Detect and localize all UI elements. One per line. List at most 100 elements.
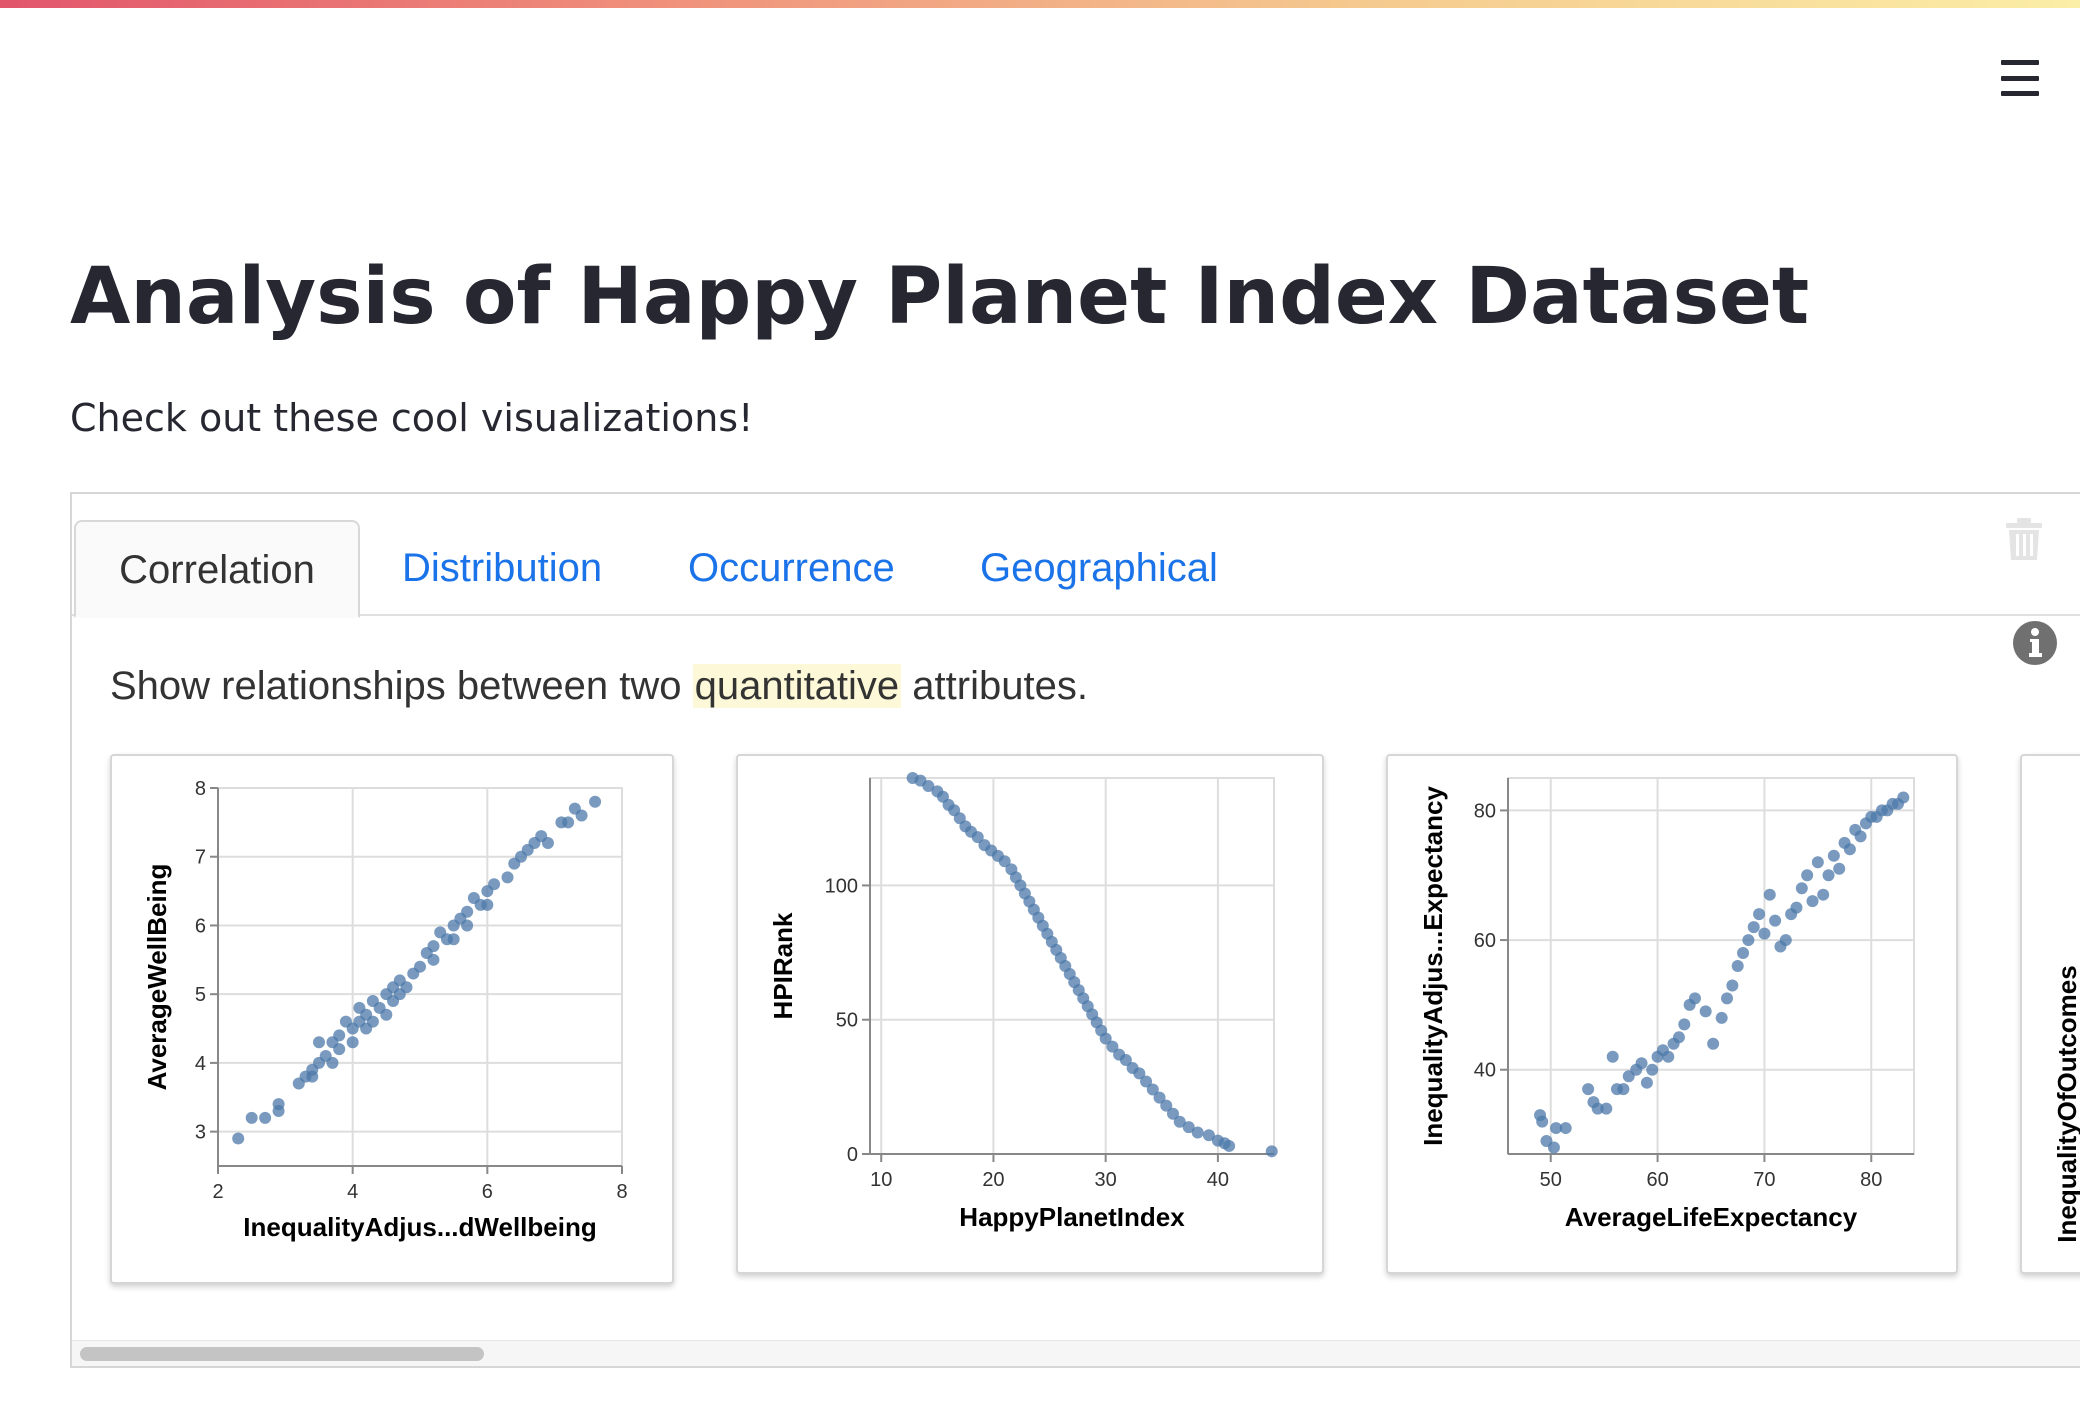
scatter-point[interactable] xyxy=(1662,1050,1675,1063)
scatter-point[interactable] xyxy=(1635,1057,1648,1070)
scatter-point[interactable] xyxy=(333,1043,346,1056)
scatter-point[interactable] xyxy=(1833,862,1846,875)
scatter-point[interactable] xyxy=(488,878,501,891)
scatter-point[interactable] xyxy=(461,905,474,918)
scatter-point[interactable] xyxy=(1617,1083,1630,1096)
scatter-point[interactable] xyxy=(366,1015,379,1028)
scatter-point[interactable] xyxy=(1795,882,1808,895)
scatter-point[interactable] xyxy=(447,933,460,946)
scatter-point[interactable] xyxy=(1801,869,1814,882)
scatter-point[interactable] xyxy=(1699,1005,1712,1018)
scatter-point[interactable] xyxy=(1182,1121,1195,1134)
scatter-point[interactable] xyxy=(427,940,440,953)
scatter-point[interactable] xyxy=(541,836,554,849)
scatter-point[interactable] xyxy=(1737,947,1750,960)
scatter-point[interactable] xyxy=(1747,921,1760,934)
scatter-point[interactable] xyxy=(1536,1115,1549,1128)
tab-occurrence[interactable]: Occurrence xyxy=(688,546,895,590)
scatter-point[interactable] xyxy=(232,1132,245,1145)
y-tick-label: 3 xyxy=(195,1122,206,1144)
scatter-point[interactable] xyxy=(414,960,426,973)
scatter-point[interactable] xyxy=(259,1111,272,1124)
scatter-point[interactable] xyxy=(1827,849,1840,862)
scatter-point[interactable] xyxy=(1790,901,1803,914)
scatter-point[interactable] xyxy=(1167,1107,1179,1120)
scatter-point[interactable] xyxy=(313,1036,325,1049)
tab-distribution[interactable]: Distribution xyxy=(402,546,603,590)
scatter-point[interactable] xyxy=(1707,1037,1720,1050)
scatter-point[interactable] xyxy=(1191,1126,1204,1139)
scatter-point[interactable] xyxy=(1715,1011,1728,1024)
scatter-point[interactable] xyxy=(481,898,494,911)
scatter-point[interactable] xyxy=(1547,1141,1560,1154)
scatter-point[interactable] xyxy=(1672,1031,1685,1044)
scatter-point[interactable] xyxy=(1146,1083,1159,1096)
scatter-point[interactable] xyxy=(1779,934,1792,947)
scatter-point[interactable] xyxy=(1173,1115,1186,1128)
scatter-point[interactable] xyxy=(1099,1032,1112,1045)
scatter-point[interactable] xyxy=(1119,1054,1132,1066)
scatter-point[interactable] xyxy=(998,855,1011,868)
scatter-point[interactable] xyxy=(1591,1102,1604,1115)
scatter-point[interactable] xyxy=(1600,1102,1613,1115)
scatter-point[interactable] xyxy=(380,1008,393,1021)
scatter-point[interactable] xyxy=(1758,927,1771,940)
hamburger-menu-icon[interactable] xyxy=(1990,56,2050,100)
scatter-point[interactable] xyxy=(1721,992,1734,1005)
scatter-point[interactable] xyxy=(562,816,575,829)
scatter-chart-life-expectancy[interactable]: 50 60 70 80406080AverageLifeExpectancyInequ… xyxy=(1388,756,1956,1272)
scatter-point[interactable] xyxy=(461,919,474,932)
scatter-point[interactable] xyxy=(1223,1139,1236,1152)
scatter-point[interactable] xyxy=(1688,992,1701,1005)
scatter-point[interactable] xyxy=(1763,888,1776,901)
info-icon[interactable] xyxy=(2012,620,2058,666)
scatter-point[interactable] xyxy=(1742,934,1755,947)
tab-geographical[interactable]: Geographical xyxy=(980,546,1218,590)
scatter-point[interactable] xyxy=(1106,1040,1119,1053)
scatter-point[interactable] xyxy=(575,809,588,822)
scatter-point[interactable] xyxy=(1140,1075,1153,1088)
scatter-point[interactable] xyxy=(245,1111,258,1124)
x-tick-label: 70 xyxy=(1753,1169,1775,1191)
scatter-point[interactable] xyxy=(326,1056,339,1069)
scatter-point[interactable] xyxy=(1854,830,1867,843)
scatter-point[interactable] xyxy=(1550,1122,1563,1135)
scatter-point[interactable] xyxy=(306,1070,319,1083)
scatter-point[interactable] xyxy=(333,1029,346,1042)
scatter-point[interactable] xyxy=(427,953,440,966)
scatter-point[interactable] xyxy=(1582,1083,1595,1096)
scatter-point[interactable] xyxy=(400,981,413,994)
scatter-point[interactable] xyxy=(1646,1063,1659,1076)
scatter-point[interactable] xyxy=(1897,791,1910,804)
scatter-point[interactable] xyxy=(1843,843,1856,856)
scatter-point[interactable] xyxy=(1559,1122,1572,1135)
scatter-point[interactable] xyxy=(1153,1091,1166,1104)
scatter-point[interactable] xyxy=(501,871,514,884)
trash-icon[interactable] xyxy=(2004,516,2044,562)
scatter-chart-hpi-rank[interactable]: 10 20 30 40 0 50 100 HappyPlanetIndex HPIRank xyxy=(738,756,1322,1272)
scatter-point[interactable] xyxy=(1769,914,1782,927)
scatter-point[interactable] xyxy=(1731,960,1744,972)
scrollbar-thumb[interactable] xyxy=(80,1347,484,1361)
scatter-chart-wellbeing[interactable]: 2 4 6 8 3 4 5 6 7 8 InequalityAdjus...dWellbeing Av… xyxy=(112,756,672,1282)
scatter-point[interactable] xyxy=(272,1098,285,1111)
scatter-point[interactable] xyxy=(1265,1145,1278,1158)
scatter-point[interactable] xyxy=(1640,1076,1653,1089)
scatter-point[interactable] xyxy=(971,831,984,844)
horizontal-scrollbar[interactable] xyxy=(72,1340,2080,1366)
scatter-point[interactable] xyxy=(1133,1067,1146,1080)
scatter-point[interactable] xyxy=(1160,1099,1173,1112)
scatter-point[interactable] xyxy=(1678,1018,1691,1031)
scatter-point[interactable] xyxy=(922,780,935,793)
scatter-point[interactable] xyxy=(1817,888,1830,901)
scatter-point[interactable] xyxy=(1753,908,1766,921)
scatter-point[interactable] xyxy=(1726,979,1739,992)
scatter-point[interactable] xyxy=(589,795,602,808)
scatter-point[interactable] xyxy=(1811,856,1824,869)
tab-correlation[interactable]: Correlation xyxy=(74,520,360,618)
scatter-point[interactable] xyxy=(1202,1129,1215,1142)
scatter-point[interactable] xyxy=(346,1036,359,1049)
scatter-point[interactable] xyxy=(1606,1050,1619,1063)
scatter-point[interactable] xyxy=(1806,895,1819,908)
scatter-point[interactable] xyxy=(1822,869,1835,882)
